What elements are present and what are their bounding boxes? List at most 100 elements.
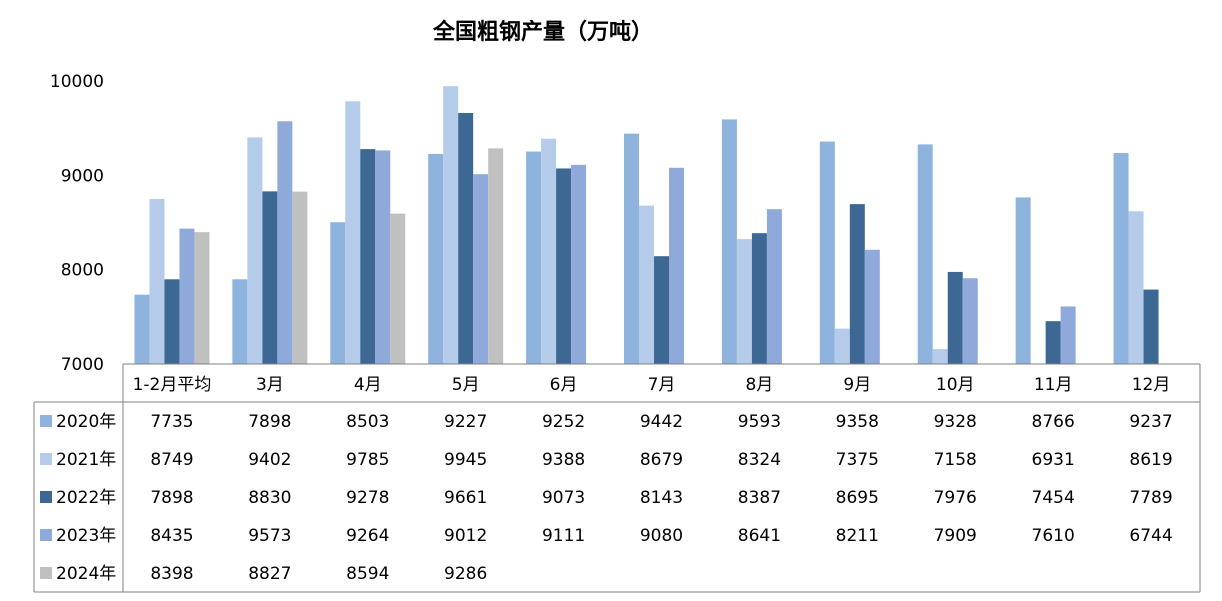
legend-key — [40, 491, 52, 503]
table-cell-value: 9227 — [444, 412, 487, 432]
table-cell-value: 7789 — [1129, 488, 1172, 508]
category-label: 12月 — [1132, 375, 1171, 395]
table-cell-value: 8619 — [1129, 450, 1172, 470]
data-table: 1-2月平均 3月 4月 5月 6月 7月 8月 9月 10月 11月 12月 2020年 7735 78… — [33, 363, 1201, 593]
category-label: 11月 — [1034, 375, 1073, 395]
table-cell-value: 9080 — [640, 526, 683, 546]
table-cell-value: 7454 — [1032, 488, 1075, 508]
bar — [526, 151, 542, 364]
bar — [669, 167, 684, 364]
table-cell-value: 9593 — [738, 412, 781, 432]
table-cell-value: 7898 — [248, 412, 291, 432]
table-cell-value: 9442 — [640, 412, 683, 432]
bar — [1128, 211, 1144, 364]
table-cell-value: 8387 — [738, 488, 781, 508]
bar — [179, 228, 195, 364]
bar — [917, 144, 933, 364]
bar — [556, 168, 572, 364]
table-cell-value: 8766 — [1032, 412, 1075, 432]
table-cell-value: 6931 — [1032, 450, 1075, 470]
table-cell-value: 9328 — [934, 412, 977, 432]
table-cell-value: 8143 — [640, 488, 683, 508]
table-cell-value: 9237 — [1129, 412, 1172, 432]
legend-key — [40, 567, 52, 579]
bar — [1143, 289, 1159, 364]
legend-key — [40, 415, 52, 427]
table-cell-value: 9945 — [444, 450, 487, 470]
table-cell-value: 8695 — [836, 488, 879, 508]
bar — [766, 209, 782, 364]
y-tick-label: 7000 — [61, 355, 104, 375]
table-cell-value: 7898 — [150, 488, 193, 508]
table-cell-value: 7158 — [934, 450, 977, 470]
bar — [194, 232, 210, 364]
category-label: 1-2月平均 — [133, 375, 212, 395]
table-cell-value: 9111 — [542, 526, 585, 546]
table-cell-value: 9073 — [542, 488, 585, 508]
bar — [390, 213, 406, 364]
table-cell-value: 9661 — [444, 488, 487, 508]
bar — [654, 256, 669, 364]
table-cell-value: 9278 — [346, 488, 389, 508]
bar — [1015, 197, 1031, 364]
table-cell-value: 9252 — [542, 412, 585, 432]
table-cell-value: 9358 — [836, 412, 879, 432]
category-label: 4月 — [354, 375, 382, 395]
y-axis: 7000 8000 9000 10000 — [50, 72, 104, 375]
bar — [947, 271, 963, 364]
bar — [639, 205, 654, 364]
legend-label: 2021年 — [56, 450, 116, 470]
table-cell-value: 8324 — [738, 450, 781, 470]
category-label: 9月 — [843, 375, 871, 395]
category-label: 8月 — [745, 375, 773, 395]
bar — [458, 112, 474, 364]
bar — [962, 278, 978, 364]
table-cell-value: 7735 — [150, 412, 193, 432]
table-cell-value: 8398 — [150, 564, 193, 584]
bar — [1113, 152, 1129, 364]
bar — [330, 222, 346, 364]
table-cell-value: 8641 — [738, 526, 781, 546]
table-cell-value: 9286 — [444, 564, 487, 584]
legend-key — [40, 453, 52, 465]
bar — [262, 191, 278, 364]
bar — [834, 328, 850, 365]
bar — [541, 138, 557, 364]
bar — [247, 137, 263, 364]
table-cell-value: 9388 — [542, 450, 585, 470]
table-cell-value: 7375 — [836, 450, 879, 470]
table-cell-value: 8503 — [346, 412, 389, 432]
table-cell-value: 9012 — [444, 526, 487, 546]
table-cell-value: 9264 — [346, 526, 389, 546]
table-cell-value: 7610 — [1032, 526, 1075, 546]
legend-label: 2020年 — [56, 412, 116, 432]
bar — [624, 133, 639, 364]
bar — [488, 148, 504, 364]
chart-title: 全国粗钢产量（万吨） — [432, 19, 653, 45]
bar — [232, 279, 248, 364]
table-cell-value: 9785 — [346, 450, 389, 470]
legend-label: 2022年 — [56, 488, 116, 508]
bar — [721, 119, 737, 364]
bar — [849, 204, 865, 364]
table-cell-value: 8435 — [150, 526, 193, 546]
bar — [571, 164, 587, 364]
bar — [345, 101, 361, 364]
bar — [134, 294, 150, 364]
category-label: 6月 — [550, 375, 578, 395]
bar — [428, 153, 444, 364]
bar — [751, 233, 767, 364]
bar — [164, 279, 180, 364]
y-tick-label: 10000 — [50, 72, 104, 92]
table-cell-value: 7976 — [934, 488, 977, 508]
bar — [292, 191, 308, 364]
table-cell-value: 6744 — [1129, 526, 1172, 546]
table-cell-value: 8749 — [150, 450, 193, 470]
bar — [736, 239, 752, 364]
table-cell-value: 8679 — [640, 450, 683, 470]
table-cell-value: 8211 — [836, 526, 879, 546]
bar — [1060, 306, 1076, 364]
bar — [473, 174, 489, 364]
